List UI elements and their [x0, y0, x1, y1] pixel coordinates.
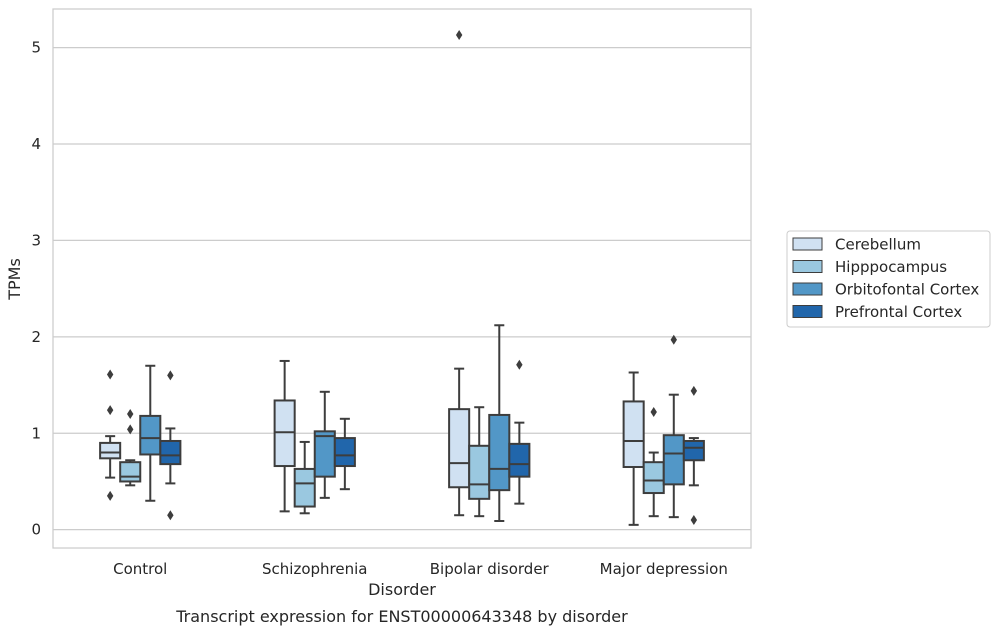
outlier-point [106, 369, 114, 380]
legend-label: Hipppocampus [835, 258, 947, 276]
legend-label: Orbitofontal Cortex [835, 281, 979, 299]
box [99, 441, 122, 460]
box-group [119, 408, 142, 487]
y-tick-label: 3 [31, 231, 41, 249]
legend-swatch [792, 260, 823, 273]
chart-title: Transcript expression for ENST0000064334… [175, 607, 628, 626]
y-tick-label: 0 [31, 521, 41, 539]
box [468, 444, 491, 500]
outlier-point [106, 405, 114, 416]
box [159, 439, 182, 466]
plot-frame [52, 8, 752, 549]
box [119, 461, 142, 483]
box [313, 430, 336, 478]
box-group [273, 359, 296, 513]
box [508, 442, 531, 478]
outlier-point [650, 407, 657, 418]
x-tick-label: Major depression [600, 560, 728, 578]
box [139, 414, 162, 456]
box-group [682, 385, 705, 526]
outlier-point [167, 510, 174, 521]
outlier-point [127, 424, 134, 435]
outlier-point [690, 385, 698, 396]
box-group [622, 371, 645, 526]
legend-label: Prefrontal Cortex [835, 303, 962, 321]
box [662, 434, 685, 486]
box [488, 413, 511, 492]
y-tick-label: 4 [31, 135, 41, 153]
box [622, 400, 645, 469]
legend-swatch [792, 305, 823, 318]
legend-label: Cerebellum [835, 236, 921, 254]
outlier-point [455, 30, 463, 41]
outlier-point [670, 334, 677, 345]
legend-swatch [792, 282, 823, 296]
box-group [159, 370, 182, 521]
x-tick-label: Bipolar disorder [430, 560, 550, 578]
y-tick-label: 5 [31, 39, 41, 57]
legend-frame [786, 230, 991, 328]
box-group [333, 417, 356, 491]
box-layer [99, 30, 705, 526]
box [682, 439, 705, 462]
outlier-point [690, 515, 698, 526]
x-axis-title: Disorder [368, 580, 436, 599]
x-tick-label: Schizophrenia [262, 560, 367, 578]
y-tick-labels: 0 1 2 3 4 5 [31, 39, 41, 539]
y-tick-label: 1 [31, 424, 41, 442]
legend-swatch [792, 237, 823, 251]
box-group [508, 359, 531, 505]
box [333, 437, 356, 468]
box-group [99, 369, 122, 501]
x-tick-label: Control [113, 560, 167, 578]
box-group [293, 440, 316, 515]
y-axis-title: TPMs [5, 258, 24, 301]
outlier-point [127, 408, 134, 419]
x-tick-labels: Control Schizophrenia Bipolar disorder Majo… [113, 560, 728, 578]
box [642, 461, 665, 495]
grid-layer [53, 46, 751, 531]
y-tick-label: 2 [31, 328, 41, 346]
legend: Cerebellum Hipppocampus Orbitofontal Corte… [786, 230, 991, 328]
box-group [468, 406, 491, 518]
box-group [448, 30, 471, 517]
outlier-point [516, 359, 523, 370]
outlier-point [106, 490, 114, 501]
box [448, 408, 471, 489]
box-group [139, 364, 162, 502]
outlier-point [167, 370, 174, 381]
box [293, 467, 316, 508]
